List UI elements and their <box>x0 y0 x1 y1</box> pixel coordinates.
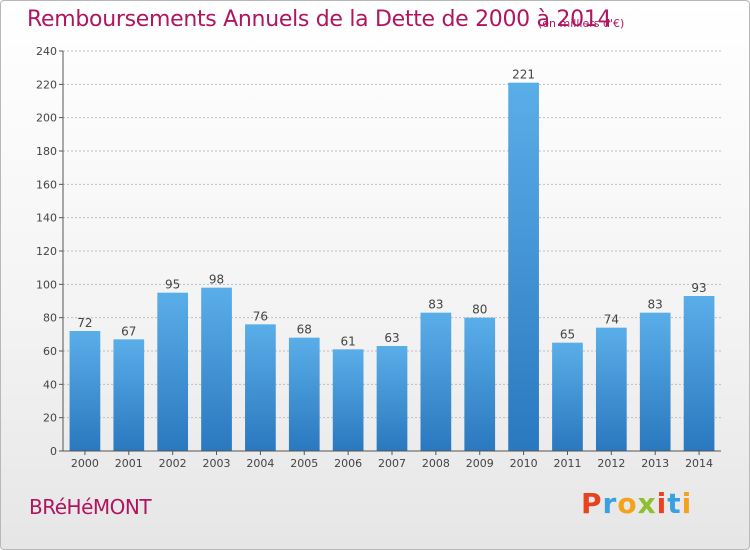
x-tick-label: 2012 <box>597 457 625 470</box>
x-tick-label: 2014 <box>685 457 713 470</box>
logo-letter: i <box>656 487 668 520</box>
x-tick-label: 2002 <box>159 457 187 470</box>
y-tick-label: 40 <box>43 378 57 391</box>
bar-2003 <box>201 287 232 451</box>
bar-2000 <box>69 331 101 451</box>
bar-2005 <box>288 337 320 451</box>
logo-letter: P <box>581 487 603 520</box>
y-tick-label: 220 <box>36 78 57 91</box>
bar-2013 <box>639 312 671 451</box>
logo-letter: t <box>667 487 682 520</box>
logo-letter: o <box>617 487 638 520</box>
logo-letter: x <box>637 487 657 520</box>
bar-value-label: 68 <box>297 323 312 337</box>
bar-2007 <box>376 346 408 451</box>
logo-letter: r <box>602 487 618 520</box>
x-tick-label: 2006 <box>334 457 362 470</box>
x-tick-label: 2001 <box>115 457 143 470</box>
bar-value-label: 83 <box>428 298 443 312</box>
bar-value-label: 221 <box>512 68 535 82</box>
chart-unit: (en milliers d'€) <box>538 17 625 30</box>
bar-2011 <box>552 342 583 451</box>
bar-value-label: 74 <box>604 313 619 327</box>
chart-title: Remboursements Annuels de la Dette de 20… <box>27 7 612 32</box>
x-tick-label: 2010 <box>510 457 538 470</box>
y-tick-label: 140 <box>36 212 57 225</box>
bar-value-label: 72 <box>77 316 92 330</box>
bar-value-label: 95 <box>165 278 180 292</box>
bar-value-label: 65 <box>560 328 575 342</box>
y-tick-label: 0 <box>50 445 57 458</box>
x-tick-label: 2004 <box>246 457 274 470</box>
x-tick-label: 2011 <box>553 457 581 470</box>
x-tick-label: 2007 <box>378 457 406 470</box>
x-tick-label: 2000 <box>71 457 99 470</box>
y-tick-label: 80 <box>43 312 57 325</box>
bar-2002 <box>157 292 189 451</box>
bar-value-label: 80 <box>472 303 487 317</box>
y-tick-label: 180 <box>36 145 57 158</box>
bar-2009 <box>464 317 496 451</box>
x-tick-label: 2005 <box>290 457 318 470</box>
y-tick-label: 120 <box>36 245 57 258</box>
axes: 0 20 40 60 80 100 120 140 160 180 200 220 240 2000 200… <box>36 45 721 470</box>
bar-value-label: 63 <box>384 331 399 345</box>
bar-2006 <box>332 349 364 451</box>
bar-2008 <box>420 312 452 451</box>
y-tick-label: 100 <box>36 278 57 291</box>
y-tick-label: 160 <box>36 178 57 191</box>
y-tick-label: 240 <box>36 45 57 58</box>
commune-name: BRéHéMONT <box>29 495 152 519</box>
x-tick-label: 2003 <box>203 457 231 470</box>
bars: 72 67 95 98 76 68 61 63 83 80 221 65 74 83 93 <box>69 68 715 452</box>
bar-value-label: 98 <box>209 273 224 287</box>
y-tick-label: 60 <box>43 345 57 358</box>
y-tick-label: 20 <box>43 412 57 425</box>
x-tick-label: 2013 <box>641 457 669 470</box>
logo-letter: i <box>681 487 693 520</box>
bar-chart: 72 67 95 98 76 68 61 63 83 80 221 65 74 83 93 0 20 40 60 8… <box>36 45 721 470</box>
bar-value-label: 76 <box>253 309 268 323</box>
bar-2012 <box>595 327 627 451</box>
x-tick-label: 2008 <box>422 457 450 470</box>
x-tick-label: 2009 <box>466 457 494 470</box>
y-tick-label: 200 <box>36 112 57 125</box>
bar-2001 <box>113 339 145 451</box>
bar-value-label: 61 <box>340 334 355 348</box>
bar-value-label: 93 <box>691 281 706 295</box>
bar-2004 <box>245 324 276 451</box>
bar-2010 <box>508 82 539 452</box>
proxiti-logo[interactable]: Proxiti <box>581 487 692 520</box>
bar-value-label: 67 <box>121 324 136 338</box>
bar-2014 <box>683 296 715 451</box>
bar-value-label: 83 <box>648 298 663 312</box>
